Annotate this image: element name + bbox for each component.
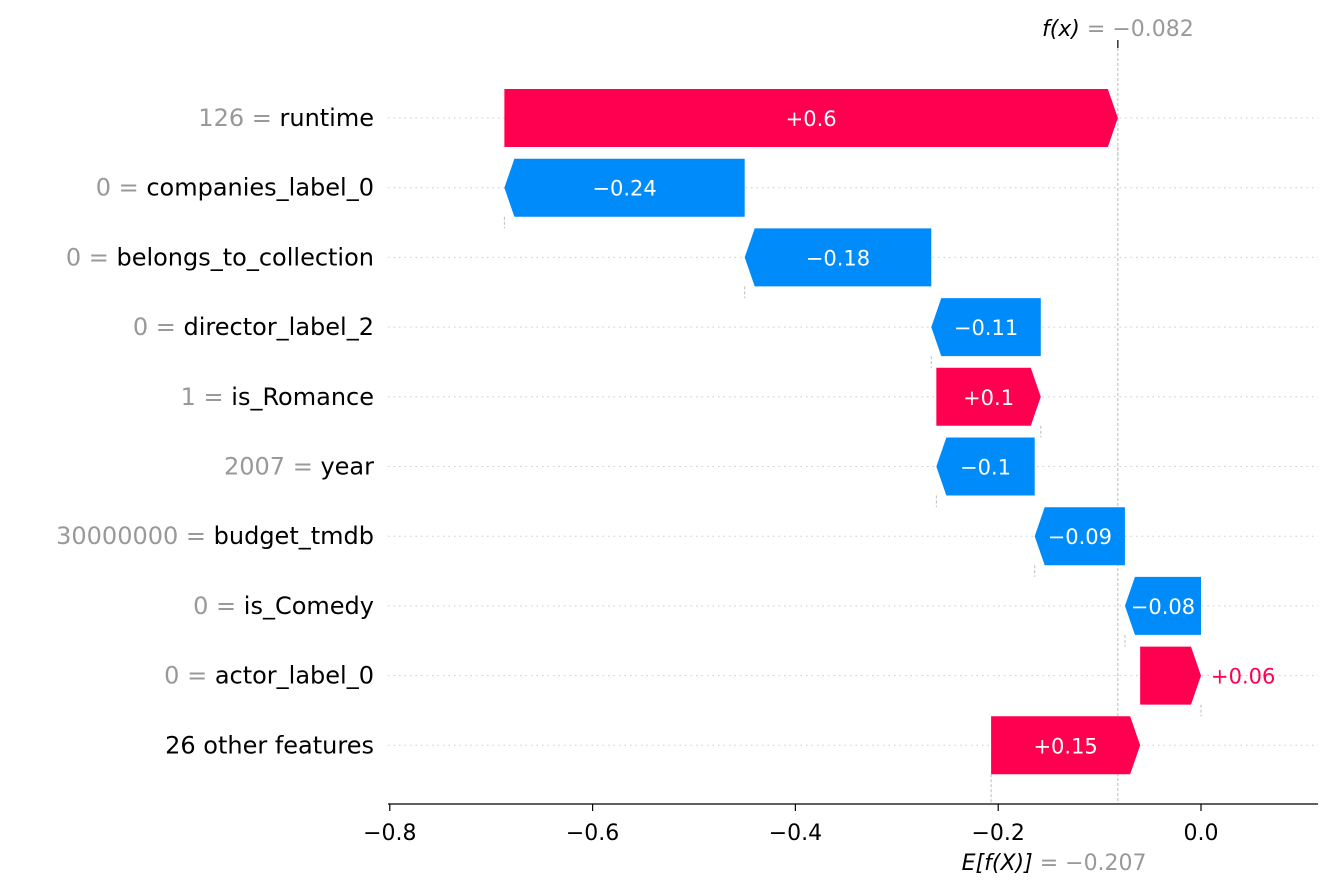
value-annotations: f(x) = −0.082 E[f(X)] = −0.207	[962, 17, 1194, 876]
feature-label: 0 = companies_label_0	[96, 174, 374, 202]
positive-bar	[504, 89, 1118, 147]
bar-value-label: +0.6	[786, 107, 837, 131]
feature-label: 1 = is_Romance	[181, 383, 374, 411]
feature-label: 0 = director_label_2	[133, 313, 374, 341]
feature-label: 2007 = year	[224, 453, 374, 481]
feature-name: budget_tmdb	[214, 522, 374, 550]
feature-value: 0 =	[133, 313, 184, 341]
base-value-label: E[f(X)] = −0.207	[962, 851, 1147, 876]
feature-value: 126 =	[198, 104, 279, 132]
bar-value-label: −0.18	[806, 246, 870, 270]
bar-value-label: −0.09	[1048, 525, 1112, 549]
feature-value: 0 =	[66, 243, 117, 271]
base-value-name: E[f(X)]	[962, 851, 1040, 876]
bar-value-label: −0.08	[1131, 595, 1195, 619]
reference-lines	[503, 40, 1202, 804]
bar-value-label: +0.1	[963, 386, 1014, 410]
x-axis: −0.8 −0.6 −0.4 −0.2 0.0	[363, 803, 1318, 846]
positive-bar	[936, 367, 1041, 426]
contribution-bars: +0.6 −0.24 −0.18 −0.11 +0.1 −0.1 −0.09 −0.08 +0.…	[504, 89, 1275, 775]
x-tick-label: 0.0	[1184, 821, 1219, 846]
feature-value: 1 =	[181, 383, 232, 411]
negative-bar	[931, 298, 1041, 357]
negative-bar	[1034, 507, 1125, 566]
feature-value: 30000000 =	[56, 522, 214, 550]
negative-bar	[936, 437, 1035, 496]
feature-label: 26 other features	[165, 731, 374, 759]
bar-value-label: +0.06	[1211, 665, 1275, 689]
feature-name: director_label_2	[184, 313, 374, 341]
feature-value: 0 =	[96, 174, 147, 202]
feature-label: 0 = is_Comedy	[193, 592, 374, 620]
x-tick-label: −0.6	[566, 821, 619, 846]
bar-value-label: −0.24	[592, 177, 656, 201]
feature-name: is_Comedy	[244, 592, 374, 620]
feature-name: is_Romance	[231, 383, 374, 411]
feature-name: 26 other features	[165, 731, 374, 759]
bar-value-label: −0.11	[954, 316, 1018, 340]
feature-name: year	[320, 453, 374, 481]
positive-bar	[1140, 646, 1201, 705]
feature-label: 30000000 = budget_tmdb	[56, 522, 374, 550]
feature-name: actor_label_0	[215, 662, 374, 690]
positive-bar	[991, 716, 1141, 775]
base-value-text: = −0.207	[1040, 851, 1147, 876]
x-tick-label: −0.4	[769, 821, 822, 846]
negative-bar	[504, 158, 745, 217]
feature-value: 2007 =	[224, 453, 320, 481]
negative-bar	[744, 228, 932, 287]
negative-bar	[1124, 576, 1201, 635]
x-tick-label: −0.8	[363, 821, 416, 846]
output-value-name: f(x)	[1042, 17, 1087, 42]
feature-name: belongs_to_collection	[116, 243, 374, 271]
output-value-text: = −0.082	[1087, 17, 1194, 42]
bar-value-label: +0.15	[1033, 734, 1097, 758]
feature-name: runtime	[279, 104, 374, 132]
feature-value: 0 =	[164, 662, 215, 690]
feature-value: 0 =	[193, 592, 244, 620]
feature-name: companies_label_0	[146, 174, 374, 202]
output-value-label: f(x) = −0.082	[1042, 17, 1194, 42]
feature-label: 0 = actor_label_0	[164, 662, 374, 690]
feature-label: 0 = belongs_to_collection	[66, 243, 374, 271]
x-tick-label: −0.2	[971, 821, 1024, 846]
bar-value-label: −0.1	[960, 456, 1011, 480]
feature-label: 126 = runtime	[198, 104, 374, 132]
